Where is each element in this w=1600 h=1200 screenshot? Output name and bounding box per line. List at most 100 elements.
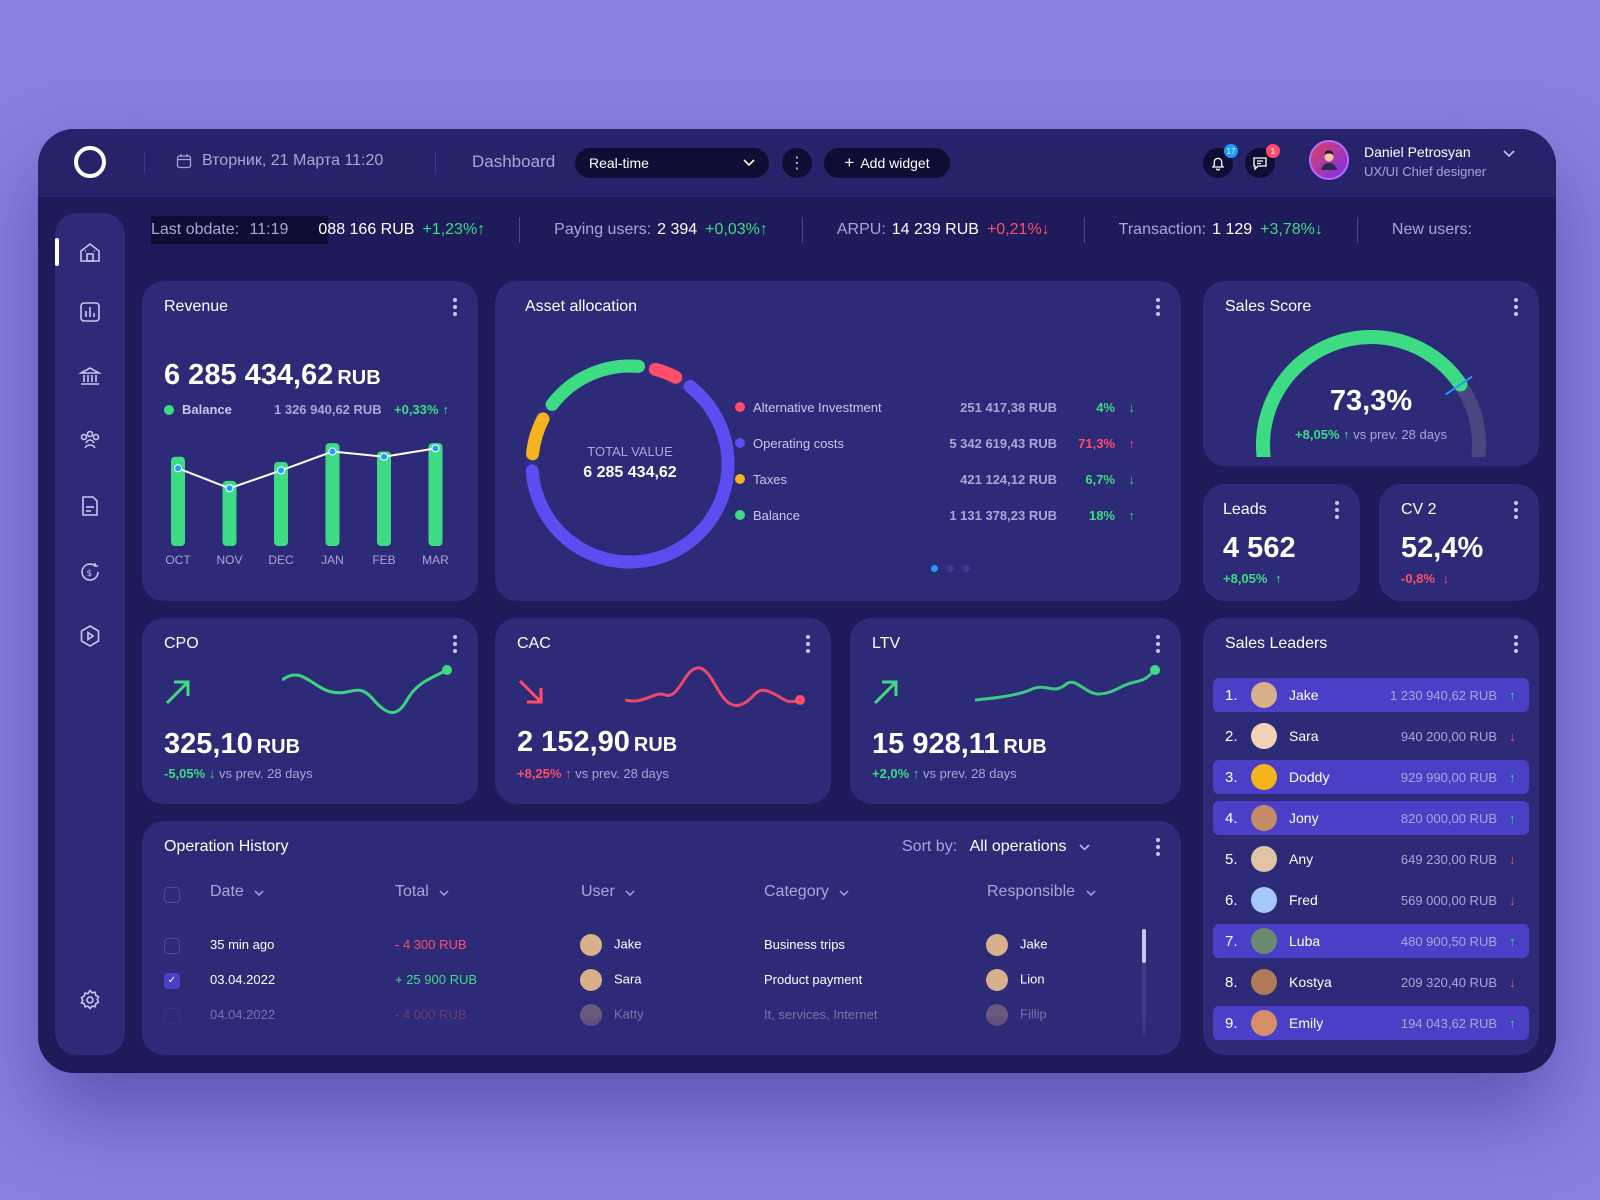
- history-menu-button[interactable]: [1155, 838, 1161, 859]
- cpo-menu-button[interactable]: [452, 635, 458, 656]
- row-total-text: + 25 900 RUB: [395, 972, 478, 987]
- revenue-card: Revenue 6 285 434,62 RUB Balance 1 326 94…: [142, 281, 478, 601]
- arrow-down-icon: ↓: [1509, 892, 1516, 908]
- legend-name: Balance: [753, 507, 800, 523]
- cv2-menu-button[interactable]: [1513, 501, 1519, 522]
- ltv-menu-button[interactable]: [1155, 635, 1161, 656]
- add-widget-button[interactable]: + Add widget: [824, 148, 950, 178]
- user-avatar[interactable]: [1309, 140, 1349, 180]
- sidebar-item-media[interactable]: [77, 623, 103, 649]
- leader-name: Emily: [1289, 1015, 1324, 1031]
- page-dot-active[interactable]: [931, 565, 938, 572]
- scrollbar-thumb[interactable]: [1142, 929, 1146, 963]
- sales-leader-row[interactable]: 4. Jony 820 000,00 RUB ↑: [1213, 801, 1529, 835]
- sales-score-compare: vs prev. 28 days: [1353, 427, 1447, 442]
- ltv-sparkline: [975, 665, 1160, 702]
- donut-segment: [545, 359, 646, 411]
- sales-score-menu-button[interactable]: [1513, 298, 1519, 319]
- row-category: Business trips: [764, 937, 845, 952]
- column-header-date[interactable]: Date: [210, 883, 264, 901]
- leader-name: Doddy: [1289, 769, 1330, 785]
- legend-percent: 6,7%: [1085, 471, 1115, 487]
- row-user-text: Sara: [614, 971, 642, 987]
- sales-leader-row[interactable]: 2. Sara 940 200,00 RUB ↓: [1213, 719, 1529, 753]
- sidebar-item-users[interactable]: [77, 427, 103, 453]
- page-dot[interactable]: [947, 565, 954, 572]
- column-header-category[interactable]: Category: [764, 883, 849, 901]
- column-header-total[interactable]: Total: [395, 883, 449, 901]
- sidebar-item-documents[interactable]: [77, 493, 103, 519]
- last-update-value: 11:19: [249, 221, 289, 238]
- sales-leader-row[interactable]: 9. Emily 194 043,62 RUB ↑: [1213, 1006, 1529, 1040]
- leads-menu-button[interactable]: [1334, 501, 1340, 522]
- cv2-card: CV 2 52,4% -0,8% ↓: [1379, 484, 1539, 601]
- sort-label: Sort by:: [902, 838, 958, 855]
- user-menu-chevron-icon[interactable]: [1503, 147, 1515, 161]
- total-value-label: TOTAL VALUE: [587, 444, 673, 459]
- sales-leaders-menu-button[interactable]: [1513, 635, 1519, 656]
- asset-menu-button[interactable]: [1155, 298, 1161, 319]
- sales-score-title: Sales Score: [1225, 298, 1312, 315]
- chevron-down-icon: [439, 890, 449, 897]
- row-checkbox[interactable]: [164, 938, 180, 954]
- leader-name: Fred: [1289, 892, 1318, 908]
- leader-name: Jony: [1289, 810, 1319, 826]
- avatar: [1251, 764, 1277, 790]
- cac-sparkline: [625, 666, 805, 707]
- svg-text:$: $: [87, 569, 93, 579]
- bank-icon: [78, 367, 102, 385]
- revenue-menu-button[interactable]: [452, 298, 458, 319]
- avatar: [1251, 846, 1277, 872]
- document-icon: [82, 496, 98, 516]
- column-header-responsible[interactable]: Responsible: [987, 883, 1096, 901]
- arrow-up-icon: ↑: [477, 221, 486, 238]
- page-dot[interactable]: [963, 565, 970, 572]
- scrollbar-track[interactable]: [1142, 929, 1146, 1035]
- leader-amount: 209 320,40 RUB: [1400, 974, 1497, 990]
- notifications-button[interactable]: 17: [1203, 144, 1238, 178]
- more-options-button[interactable]: ⋮: [782, 148, 812, 178]
- legend-name: Taxes: [753, 471, 787, 487]
- last-update: Last obdate: 11:19: [151, 216, 329, 244]
- sidebar-item-home[interactable]: [77, 239, 103, 265]
- ticker-transaction-value: 1 129: [1212, 221, 1253, 238]
- sidebar-item-settings[interactable]: [77, 987, 103, 1013]
- revenue-bar: [428, 443, 443, 546]
- sidebar-item-finance[interactable]: $: [77, 559, 103, 585]
- revenue-bar: [171, 456, 185, 546]
- cac-value: 2 152,90 RUB: [517, 726, 677, 759]
- revenue-bar: [377, 451, 391, 546]
- cac-menu-button[interactable]: [805, 635, 811, 656]
- cac-card: CAC 2 152,90 RUB +8,25% ↑ vs prev. 28 day…: [495, 618, 831, 804]
- sales-leader-row[interactable]: 5. Any 649 230,00 RUB ↓: [1213, 842, 1529, 876]
- ltv-title: LTV: [872, 635, 901, 652]
- sales-leader-row[interactable]: 6. Fred 569 000,00 RUB ↓: [1213, 883, 1529, 917]
- asset-allocation-card: Asset allocation TOTAL VALUE 6 285 434,6…: [495, 281, 1181, 601]
- column-header-user[interactable]: User: [581, 883, 635, 901]
- chevron-down-icon: [254, 890, 264, 897]
- sidebar-item-bank[interactable]: [77, 363, 103, 389]
- operation-history-card: Operation History Sort by: All operation…: [142, 821, 1181, 1055]
- leader-amount: 569 000,00 RUB: [1400, 892, 1497, 908]
- messages-button[interactable]: 1: [1245, 144, 1280, 178]
- date-display: Вторник, 21 Марта 11:20: [176, 152, 383, 170]
- sidebar-item-analytics[interactable]: [77, 299, 103, 325]
- row-date-text: 03.04.2022: [210, 972, 276, 987]
- sales-leader-row[interactable]: 3. Doddy 929 990,00 RUB ↑: [1213, 760, 1529, 794]
- select-all-checkbox[interactable]: [164, 887, 180, 903]
- row-checkbox[interactable]: ✓: [164, 973, 180, 989]
- column-header-label: User: [581, 883, 615, 900]
- sort-control[interactable]: Sort by: All operations: [902, 838, 1090, 856]
- sales-leader-row[interactable]: 8. Kostya 209 320,40 RUB ↓: [1213, 965, 1529, 999]
- revenue-trend-point: [277, 466, 285, 475]
- leader-amount: 1 230 940,62 RUB: [1390, 687, 1497, 703]
- arrow-up-icon: ↑: [1275, 571, 1282, 586]
- sales-leader-row[interactable]: 1. Jake 1 230 940,62 RUB ↑: [1213, 678, 1529, 712]
- logo-icon[interactable]: [74, 146, 106, 178]
- mode-select[interactable]: Real-time: [575, 148, 769, 178]
- sidebar-active-indicator: [55, 238, 59, 266]
- user-role: UX/UI Chief designer: [1364, 164, 1487, 179]
- row-date-text: 35 min ago: [210, 937, 275, 952]
- pagination-dots[interactable]: [931, 565, 970, 572]
- sales-leader-row[interactable]: 7. Luba 480 900,50 RUB ↑: [1213, 924, 1529, 958]
